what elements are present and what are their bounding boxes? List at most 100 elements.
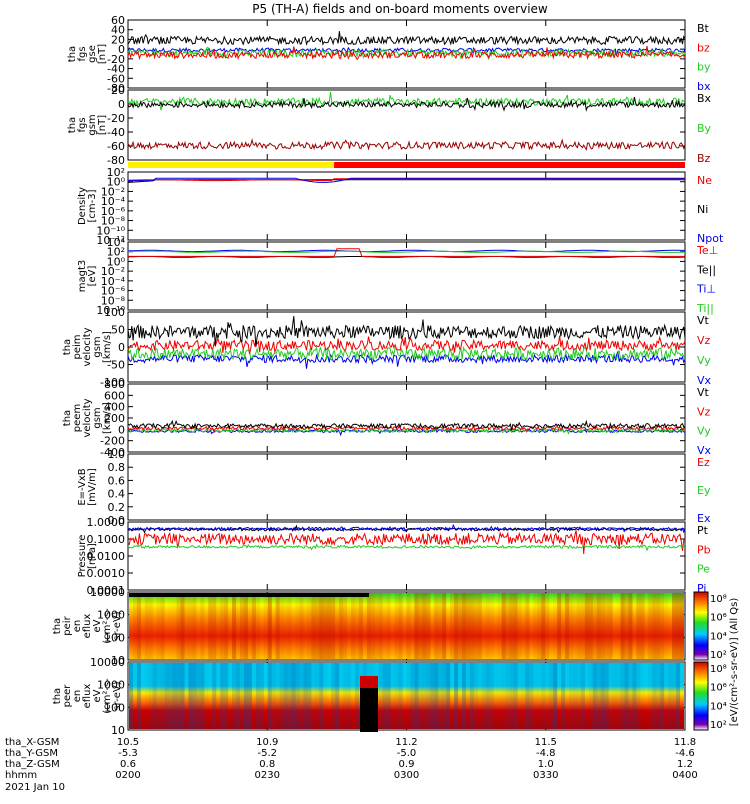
spectrogram-column [557,663,561,729]
spectrogram-column [192,663,197,729]
y-tick-label: 0 [118,423,125,436]
x-axis-value: 11.2 [395,737,417,748]
spectrogram-column [132,593,137,659]
spectrogram-column [307,593,312,659]
y-tick-label: 0.0 [108,514,126,527]
x-axis-value: 0.8 [259,759,275,770]
legend-entry-Vx: Vx [697,374,712,387]
spectrogram-column [454,663,459,729]
spectrogram-column [620,663,625,729]
spectrogram-column [525,663,530,729]
spectrogram-column [172,593,177,659]
spectrogram-column [529,663,534,729]
y-axis-label: [nT] [97,115,108,135]
colorbar-tick-label: 10² [710,720,727,731]
y-tick-label: 0.0100 [87,550,126,563]
y-tick-label: -40 [107,126,125,139]
y-tick-label: 800 [104,378,125,391]
spectrogram-column [489,593,494,659]
spectrogram-column [378,593,383,659]
spectrogram-column [588,663,593,729]
spectrogram-column [434,663,439,729]
y-axis-label: en [72,620,83,633]
x-axis-value: 10.5 [117,737,139,748]
series-Bz [127,138,686,151]
y-axis-label: tha [67,117,78,133]
spectrogram-column [438,593,443,659]
y-tick-label: 20 [111,33,125,46]
spectrogram-column [291,663,296,729]
spectrogram-column [299,593,304,659]
spectrogram-column [509,593,514,659]
y-axis-label: [cm-3] [87,189,98,222]
spectrogram-image [129,593,684,659]
y-axis-label: [nPa] [87,543,98,569]
x-axis-value: 0200 [115,770,140,781]
spectrogram-column [513,663,518,729]
series-Pe [127,543,686,552]
panel-frame [127,383,686,453]
spectrogram-column [418,663,423,729]
series-Bt [127,31,686,46]
y-axis-label: tha [67,46,78,62]
spectrogram-column [152,663,157,729]
spectrogram-column [403,663,407,729]
y-axis-label: velocity [82,327,93,366]
spectrogram-column [553,593,558,659]
spectrogram-column [569,663,574,729]
series-Vz [127,423,686,434]
y-axis-label: gsm [92,336,103,357]
spectrogram-column [430,593,434,659]
colorbar-tick-label: 10⁸ [710,594,727,605]
spectrogram-column [129,593,133,659]
panel-efield: 1.00.80.60.40.20.0 E=-VxB [mV/m] Ez Ey Ex [77,448,711,527]
series-Pi [127,523,686,534]
y-axis-label: peir [62,615,73,635]
spectrogram-column [168,593,173,659]
x-axis-value: 0.6 [120,759,136,770]
legend-entry-Ti: Ti|| [696,302,714,315]
spectrogram-column [382,663,387,729]
y-axis-label: eflux [82,614,93,639]
y-axis-label: magt3 [77,260,88,293]
spectrogram-column [426,663,431,729]
spectrogram-column [354,593,359,659]
spectrogram-column [188,663,193,729]
legend-entry-Bz: Bz [697,152,711,165]
spectrogram-topband [129,593,369,597]
x-axis-value: 11.8 [674,737,696,748]
spectrogram-column [628,663,633,729]
y-tick-label: 0.4 [108,488,126,501]
spectrogram-column [545,663,550,729]
series-Ti-par [127,250,686,253]
spectrogram-column [604,593,609,659]
spectrogram-column [283,663,288,729]
y-axis-label: tha [52,688,63,704]
y-axis-label: tha [52,618,63,634]
y-tick-label: 10⁻⁶ [101,205,126,218]
spectrogram-column [501,663,506,729]
spectrogram-column [485,593,490,659]
spectrogram-column [148,593,153,659]
legend-entry-Ni: Ni [697,203,708,216]
mode-bar [128,162,685,168]
y-tick-label: 1000 [97,609,125,622]
series-Npot [128,177,685,183]
spectrogram-column [620,593,625,659]
legend-entry-by: by [697,61,711,74]
y-tick-label: 40 [111,24,125,37]
y-tick-label: 10⁰ [107,255,126,268]
y-axis-label: peer [62,684,73,708]
y-tick-label: 0.1000 [87,533,126,546]
spectrogram-column [323,593,328,659]
x-axis-value: -4.6 [675,748,695,759]
spectrogram-column [410,663,415,729]
spectrogram-column [418,593,423,659]
spectrogram-column [323,663,328,729]
y-axis-label: gsm [92,407,103,428]
y-tick-label: 10² [107,246,125,259]
spectrogram-column [220,663,225,729]
